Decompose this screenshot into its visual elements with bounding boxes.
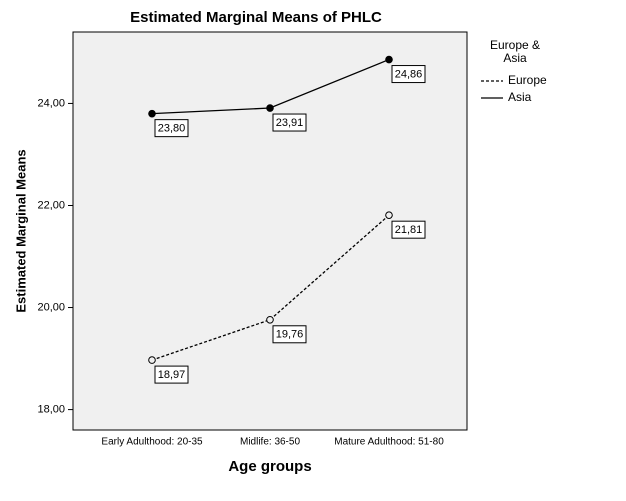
value-label-box bbox=[391, 220, 426, 239]
y-tick-label: 22,00 bbox=[37, 199, 65, 211]
x-axis-title: Age groups bbox=[228, 458, 311, 475]
point bbox=[148, 356, 156, 364]
legend-label: Asia bbox=[508, 90, 532, 104]
value-label: 23,80 bbox=[158, 123, 186, 135]
legend-title: Europe & bbox=[490, 38, 540, 52]
point bbox=[385, 211, 393, 219]
value-label-box bbox=[391, 65, 426, 84]
x-tick-label: Midlife: 36-50 bbox=[240, 437, 300, 448]
x-tick-label: Early Adulthood: 20-35 bbox=[101, 437, 203, 448]
legend-title: Asia bbox=[503, 51, 527, 65]
y-tick-label: 24,00 bbox=[37, 97, 65, 109]
series-line bbox=[151, 214, 390, 361]
y-axis-title: Estimated Marginal Means bbox=[13, 149, 28, 312]
point bbox=[266, 315, 274, 324]
chart-title: Estimated Marginal Means of PHLC bbox=[130, 9, 382, 26]
value-label: 24,86 bbox=[395, 68, 423, 80]
value-label-box bbox=[154, 119, 189, 138]
y-tick-label: 18,00 bbox=[37, 403, 65, 415]
legend-label: Europe bbox=[508, 73, 547, 87]
value-label-box bbox=[154, 365, 189, 384]
value-label-box bbox=[272, 325, 307, 344]
value-label: 19,76 bbox=[276, 329, 304, 341]
value-label: 18,97 bbox=[158, 369, 186, 381]
value-label: 23,91 bbox=[276, 117, 304, 129]
point bbox=[266, 104, 274, 112]
point bbox=[148, 109, 156, 118]
value-label: 21,81 bbox=[395, 224, 423, 236]
y-tick-label: 20,00 bbox=[37, 301, 65, 313]
value-label-box bbox=[272, 113, 307, 132]
point bbox=[385, 55, 393, 64]
x-tick-label: Mature Adulthood: 51-80 bbox=[334, 437, 444, 448]
